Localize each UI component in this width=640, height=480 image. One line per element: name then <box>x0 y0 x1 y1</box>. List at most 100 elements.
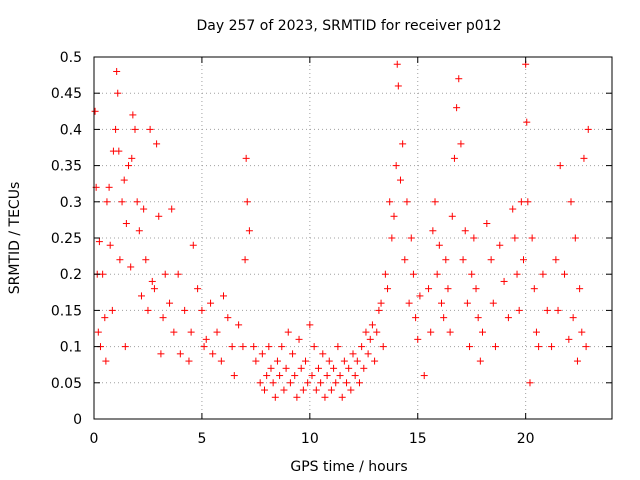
data-point <box>198 306 206 314</box>
data-point <box>269 379 277 387</box>
data-point <box>523 118 531 126</box>
y-tick-label: 0.1 <box>60 340 82 356</box>
data-point <box>409 270 417 278</box>
data-point <box>412 314 420 322</box>
data-point <box>576 285 584 293</box>
data-point <box>552 256 560 264</box>
data-point <box>99 270 107 278</box>
data-point <box>106 241 114 249</box>
data-point <box>463 299 471 307</box>
data-point <box>368 321 376 329</box>
data-point <box>115 147 123 155</box>
data-point <box>243 198 251 206</box>
data-point <box>524 198 532 206</box>
data-point <box>312 386 320 394</box>
data-point <box>122 220 130 228</box>
data-point <box>567 198 575 206</box>
data-point <box>554 306 562 314</box>
data-point <box>101 314 109 322</box>
data-point <box>366 335 374 343</box>
data-point <box>403 198 411 206</box>
data-point <box>280 386 288 394</box>
data-point <box>153 140 161 148</box>
data-point <box>321 393 329 401</box>
data-point <box>161 270 169 278</box>
data-point <box>578 328 586 336</box>
data-point <box>379 343 387 351</box>
data-point <box>425 285 433 293</box>
data-point <box>325 357 333 365</box>
data-point <box>338 393 346 401</box>
data-point <box>364 350 372 358</box>
data-point <box>140 205 148 213</box>
data-point <box>515 306 523 314</box>
data-point <box>440 314 448 322</box>
y-tick-label: 0 <box>73 412 82 428</box>
data-point <box>517 198 525 206</box>
data-point <box>150 285 158 293</box>
data-point <box>185 357 193 365</box>
data-point <box>472 285 480 293</box>
data-point <box>278 343 286 351</box>
data-point <box>360 364 368 372</box>
data-point <box>580 154 588 162</box>
data-point <box>135 227 143 235</box>
data-point <box>347 386 355 394</box>
data-point <box>242 154 250 162</box>
data-point <box>129 111 137 119</box>
data-point <box>282 364 290 372</box>
data-point <box>314 364 322 372</box>
data-point <box>371 357 379 365</box>
data-point <box>386 198 394 206</box>
x-tick-label: 0 <box>90 431 99 447</box>
x-tick-label: 10 <box>301 431 319 447</box>
y-tick-label: 0.45 <box>51 86 82 102</box>
data-point <box>353 357 361 365</box>
data-point <box>114 89 122 97</box>
data-point <box>483 220 491 228</box>
data-point <box>142 256 150 264</box>
data-point <box>489 299 497 307</box>
data-point <box>94 328 102 336</box>
data-point <box>375 306 383 314</box>
data-point <box>466 343 474 351</box>
data-point <box>116 256 124 264</box>
data-point <box>455 75 463 83</box>
data-point <box>112 125 120 133</box>
data-point <box>297 364 305 372</box>
data-point <box>166 299 174 307</box>
y-tick-label: 0.3 <box>60 195 82 211</box>
data-point <box>405 299 413 307</box>
data-point <box>105 183 113 191</box>
y-tick-label: 0.5 <box>60 50 82 66</box>
data-point <box>355 379 363 387</box>
data-point <box>295 335 303 343</box>
data-point <box>351 372 359 380</box>
data-point <box>433 270 441 278</box>
data-point <box>487 256 495 264</box>
data-point <box>330 364 338 372</box>
data-point <box>450 154 458 162</box>
y-axis: 0 0.05 0.1 0.15 0.2 0.25 0.3 0.35 0.4 0.45 0.5 <box>51 50 612 428</box>
data-point <box>561 270 569 278</box>
data-point <box>131 125 139 133</box>
data-point <box>252 357 260 365</box>
data-point <box>157 350 165 358</box>
data-point <box>504 314 512 322</box>
data-point <box>394 82 402 90</box>
data-point <box>373 328 381 336</box>
data-point <box>95 238 103 246</box>
data-point <box>317 379 325 387</box>
data-point <box>187 328 195 336</box>
data-point <box>102 357 110 365</box>
data-point <box>327 386 335 394</box>
data-point <box>343 379 351 387</box>
data-point <box>194 285 202 293</box>
data-point <box>319 350 327 358</box>
data-point <box>276 372 284 380</box>
data-point <box>539 270 547 278</box>
data-point <box>491 343 499 351</box>
data-point <box>144 306 152 314</box>
data-point <box>459 256 467 264</box>
